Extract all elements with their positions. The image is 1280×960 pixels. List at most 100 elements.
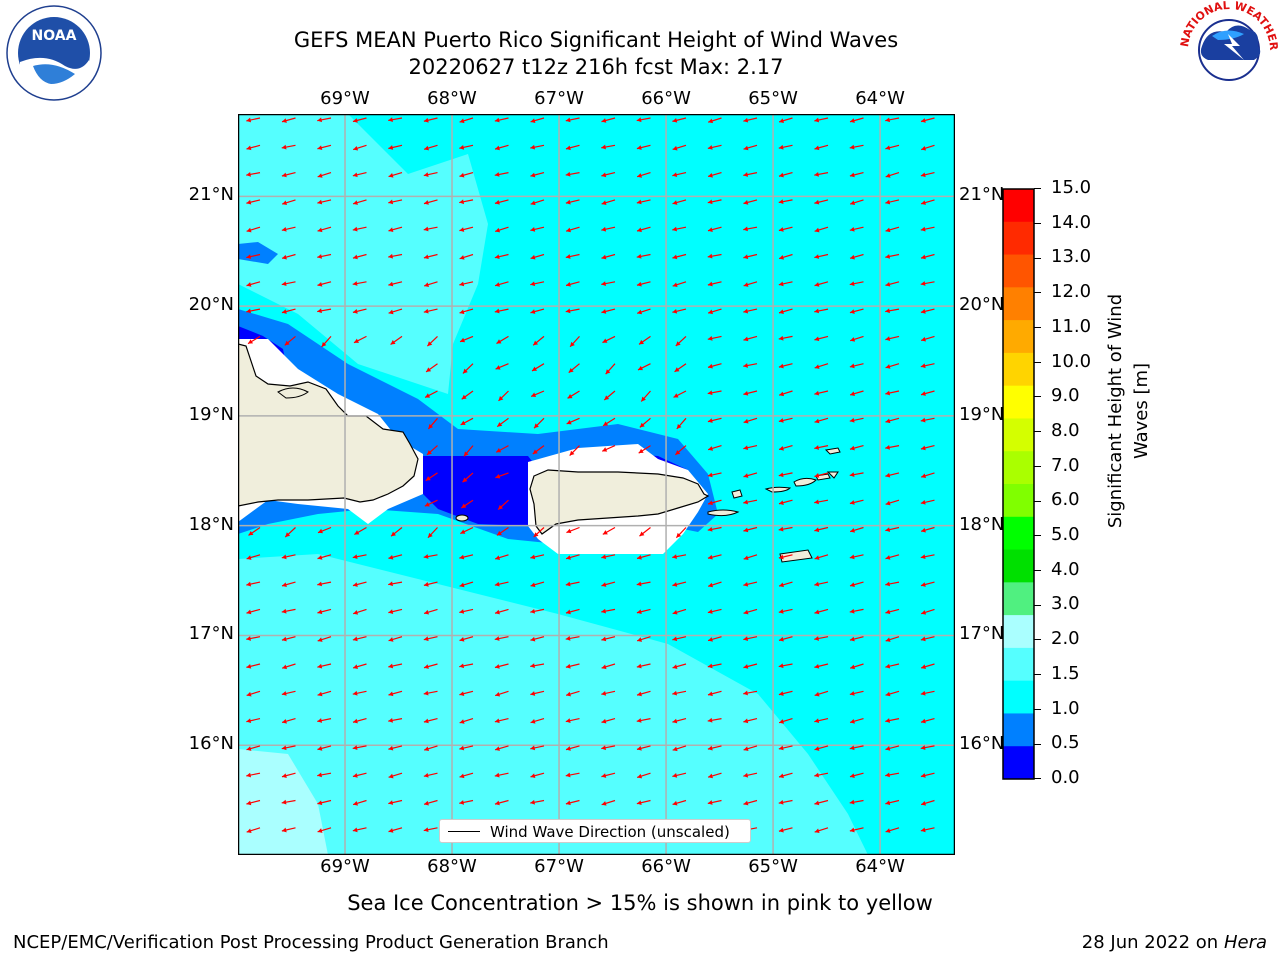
wave-direction-arrowhead — [352, 690, 358, 696]
wave-direction-arrowhead — [388, 281, 394, 287]
lat-label-left: 18°N — [188, 513, 234, 535]
colorbar-swatch — [1003, 385, 1034, 419]
wave-direction-arrowhead — [814, 828, 820, 834]
wave-direction-arrowhead — [920, 636, 926, 642]
wave-direction-arrowhead — [246, 581, 252, 587]
land-hispaniola-peninsula — [277, 387, 309, 399]
wave-direction-arrowhead — [424, 282, 430, 287]
wave-direction-arrowhead — [246, 609, 252, 615]
wave-direction-arrowhead — [282, 718, 287, 724]
wave-direction-arrowhead — [353, 610, 359, 615]
wave-direction-arrowhead — [317, 746, 323, 751]
wave-direction-arrowhead — [388, 117, 393, 123]
wave-direction-arrowhead — [246, 746, 252, 751]
wave-direction-arrowhead — [352, 118, 358, 123]
nws-logo: NATIONAL WEATHER SERVICE — [1178, 0, 1280, 96]
wave-direction-arrowhead — [885, 472, 891, 478]
wave-direction-arrowhead — [885, 308, 890, 314]
wave-direction-arrowhead — [424, 145, 429, 151]
wave-direction-arrowhead — [743, 390, 749, 396]
wave-direction-arrowhead — [707, 663, 713, 669]
colorbar-swatch — [1003, 549, 1034, 583]
wave-direction-arrowhead — [605, 369, 611, 375]
wave-direction-arrowhead — [459, 309, 465, 315]
wave-direction-arrowhead — [281, 144, 287, 150]
wave-direction-arrowhead — [460, 529, 466, 534]
land-anegada — [824, 447, 841, 455]
wave-direction-arrowhead — [672, 718, 678, 724]
wave-direction-arrowhead — [282, 200, 288, 206]
wave-direction-arrowhead — [352, 582, 358, 587]
wave-direction-arrowhead — [246, 636, 252, 641]
wave-direction-arrowhead — [676, 532, 682, 538]
lon-label-bottom: 65°W — [748, 856, 798, 877]
wave-direction-arrowhead — [920, 281, 926, 286]
wave-direction-arrowhead — [459, 636, 465, 642]
wave-direction-arrowhead — [885, 254, 891, 259]
wave-direction-arrowhead — [708, 309, 713, 315]
colorbar-tick-label: 1.5 — [1051, 662, 1080, 684]
wave-direction-arrowhead — [672, 200, 678, 205]
wave-direction-arrowhead — [530, 144, 536, 150]
lat-label-right: 20°N — [959, 294, 1005, 316]
wave-direction-arrowhead — [281, 608, 287, 614]
wave-direction-arrowhead — [459, 719, 465, 724]
wave-direction-arrowhead — [636, 253, 642, 259]
wave-direction-arrowhead — [850, 200, 856, 206]
colorbar-title: Significant Height of Wind Waves [m] — [1103, 181, 1155, 641]
map-legend: Wind Wave Direction (unscaled) — [439, 819, 751, 843]
wave-direction-arrowhead — [707, 227, 713, 232]
wave-direction-arrowhead — [814, 555, 820, 560]
colorbar-tick-mark — [1034, 396, 1041, 398]
wave-direction-arrowhead — [246, 691, 252, 697]
wave-direction-arrowhead — [885, 445, 890, 450]
wave-direction-arrowhead — [533, 340, 539, 346]
wave-direction-arrowhead — [462, 368, 468, 374]
wave-direction-arrowhead — [885, 609, 891, 615]
wave-direction-arrowhead — [849, 636, 855, 642]
wave-direction-arrowhead — [388, 828, 394, 833]
wave-direction-arrowhead — [637, 309, 643, 315]
wave-direction-arrowhead — [814, 445, 820, 450]
wave-direction-arrowhead — [248, 339, 254, 344]
wave-direction-arrowhead — [353, 664, 358, 670]
wave-direction-arrowhead — [920, 499, 926, 505]
wave-direction-arrowhead — [423, 827, 429, 833]
colorbar-tick-label: 15.0 — [1051, 177, 1092, 198]
wave-direction-arrowhead — [459, 800, 465, 805]
wave-direction-arrowhead — [317, 528, 323, 534]
wave-direction-arrowhead — [321, 341, 327, 347]
wave-direction-arrowhead — [743, 746, 749, 751]
wave-direction-arrowhead — [425, 476, 431, 481]
lat-label-right: 21°N — [959, 184, 1005, 206]
noaa-logo: NOAA — [6, 5, 102, 101]
wave-direction-arrowhead — [778, 500, 784, 505]
wave-direction-arrowhead — [743, 690, 748, 696]
wave-direction-arrowhead — [601, 718, 607, 724]
wave-direction-arrowhead — [674, 367, 680, 372]
wave-direction-arrowhead — [388, 609, 394, 614]
lon-label-top: 67°W — [534, 88, 584, 109]
wave-direction-arrowhead — [282, 118, 287, 123]
wave-direction-arrowhead — [849, 554, 855, 560]
wave-direction-arrowhead — [285, 532, 291, 538]
wave-direction-arrowhead — [388, 145, 394, 150]
lat-label-left: 16°N — [188, 733, 234, 755]
wave-direction-arrowhead — [459, 691, 465, 696]
wave-direction-arrowhead — [743, 282, 749, 287]
wave-direction-arrowhead — [530, 172, 536, 178]
colorbar-tick-label: 14.0 — [1051, 211, 1092, 233]
wave-direction-arrowhead — [778, 609, 784, 614]
wave-direction-arrowhead — [636, 199, 642, 205]
wave-direction-arrowhead — [282, 664, 288, 670]
wave-direction-arrowhead — [814, 663, 820, 669]
wave-direction-arrowhead — [920, 582, 926, 587]
wave-direction-arrowhead — [281, 554, 287, 560]
wave-direction-arrowhead — [885, 555, 891, 560]
wave-direction-arrowhead — [743, 499, 749, 505]
wave-direction-arrowhead — [459, 609, 465, 614]
wave-direction-arrowhead — [494, 117, 500, 123]
wave-direction-arrowhead — [317, 117, 323, 123]
colorbar-tick-label: 9.0 — [1051, 385, 1080, 407]
wave-direction-arrowhead — [424, 746, 430, 752]
